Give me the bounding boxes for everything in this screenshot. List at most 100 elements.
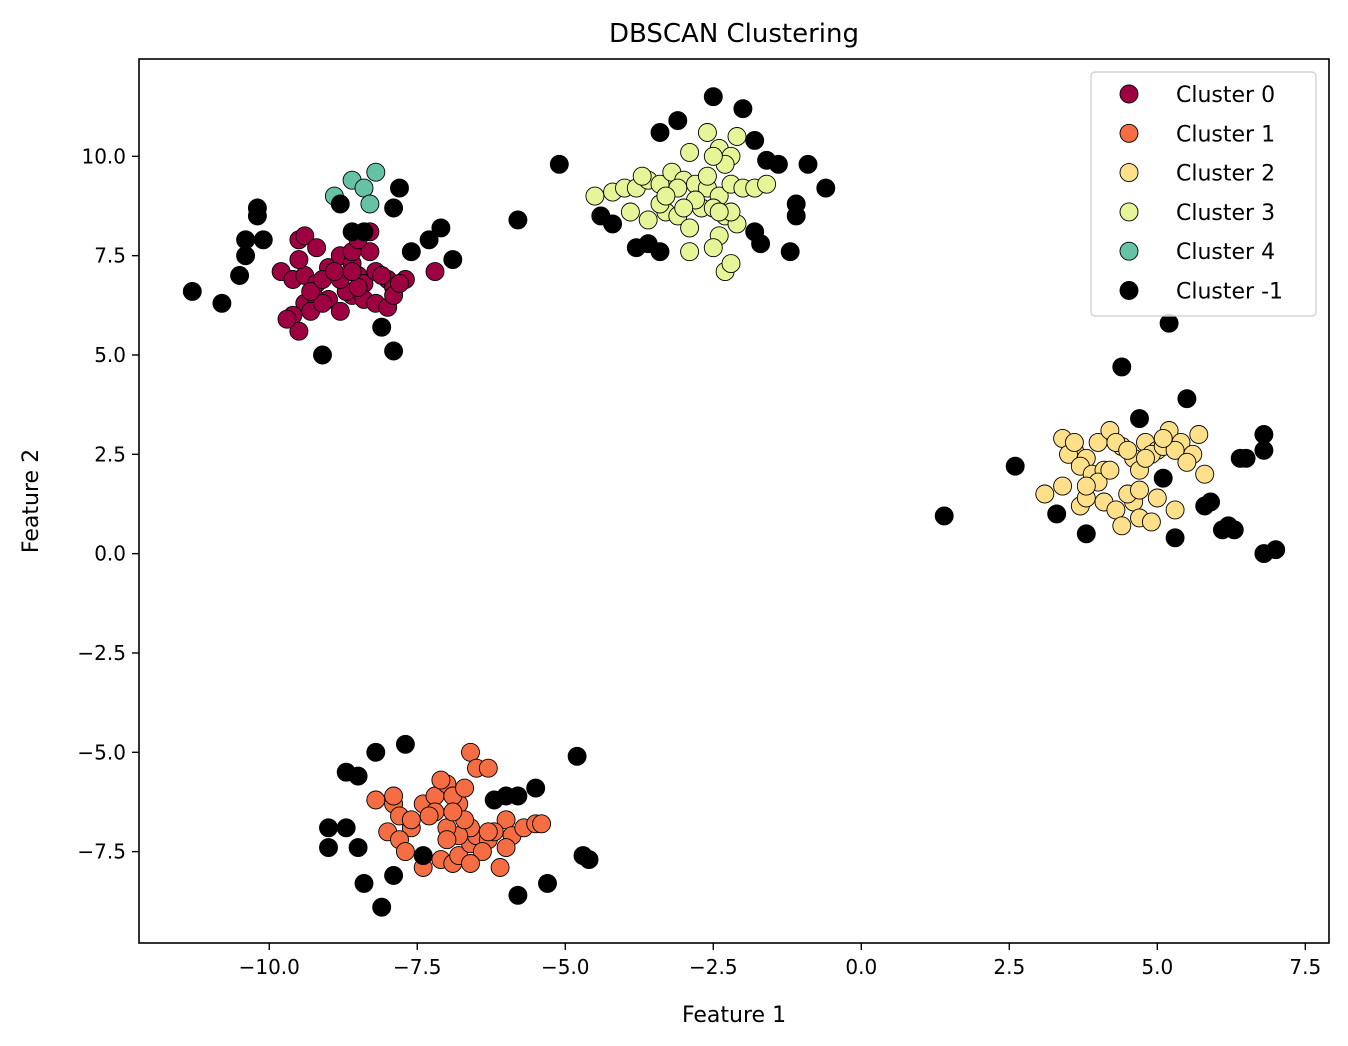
data-point [638, 210, 658, 230]
x-tick-label: 5.0 [1141, 955, 1173, 979]
data-point [674, 198, 694, 218]
y-axis-label: Feature 2 [19, 449, 44, 553]
legend-marker [1119, 163, 1139, 183]
data-point [1189, 425, 1209, 444]
data-point [1195, 464, 1215, 484]
x-tick-label: −5.0 [541, 955, 590, 979]
data-point [780, 242, 800, 262]
y-tick-label: −5.0 [77, 740, 126, 764]
data-point [585, 186, 605, 206]
y-tick-label: 7.5 [94, 244, 126, 268]
data-point [1165, 440, 1185, 460]
data-point [1224, 520, 1244, 540]
legend-label: Cluster 3 [1176, 201, 1275, 226]
data-point [656, 186, 676, 206]
legend-label: Cluster 0 [1176, 83, 1275, 108]
data-point [212, 293, 232, 313]
data-point [1005, 456, 1025, 476]
data-point [384, 786, 404, 806]
data-point [934, 506, 954, 526]
data-point [579, 850, 599, 870]
x-tick-label: 0.0 [845, 955, 877, 979]
legend: Cluster 0 Cluster 1 Cluster 2 Cluster 3 Clus… [1090, 71, 1317, 317]
data-point [526, 778, 546, 798]
x-tick-label: −2.5 [689, 955, 738, 979]
series-0 [271, 222, 445, 341]
series-1 [366, 742, 552, 877]
data-point [478, 758, 498, 778]
data-point [680, 142, 700, 162]
data-point [461, 854, 480, 873]
legend-label: Cluster 4 [1176, 240, 1275, 265]
data-point [680, 218, 700, 238]
data-point [727, 127, 747, 146]
series-4 [324, 162, 386, 214]
data-point [697, 123, 717, 142]
data-point [567, 746, 587, 766]
data-point [1035, 484, 1055, 504]
data-point [703, 87, 723, 107]
data-point [419, 806, 439, 826]
data-point [1112, 357, 1132, 377]
data-point [289, 250, 309, 270]
data-point [289, 321, 309, 341]
x-tick-label: −7.5 [393, 955, 442, 979]
data-point [603, 214, 623, 234]
data-point [366, 742, 386, 762]
data-point [324, 262, 344, 282]
data-point [390, 274, 409, 293]
legend-marker [1119, 241, 1139, 261]
data-point [366, 790, 386, 810]
data-point [354, 222, 374, 242]
data-point [650, 242, 670, 262]
data-point [508, 786, 528, 806]
x-axis-label: Feature 1 [682, 1003, 786, 1028]
data-point [709, 202, 729, 222]
data-point [372, 266, 392, 285]
y-tick-label: −7.5 [77, 840, 126, 864]
data-point [1076, 524, 1096, 544]
data-point [1100, 460, 1120, 480]
chart-title: DBSCAN Clustering [609, 19, 859, 49]
y-axis: −7.5 −5.0 −2.5 0.0 2.5 5.0 7.5 10.0 [77, 144, 139, 864]
data-point [443, 250, 463, 270]
data-point [348, 838, 368, 858]
points-layer [182, 87, 1286, 917]
data-point [395, 842, 415, 862]
data-point [1106, 500, 1126, 520]
data-point [1136, 448, 1155, 468]
data-point [348, 766, 368, 786]
data-point [1153, 428, 1173, 448]
data-point [508, 210, 528, 230]
y-tick-label: −2.5 [77, 641, 126, 665]
data-point [508, 885, 528, 905]
data-point [1254, 425, 1274, 444]
data-point [1130, 480, 1149, 500]
data-point [816, 178, 836, 198]
data-point [1141, 512, 1161, 532]
y-tick-label: 10.0 [81, 144, 126, 168]
data-point [443, 802, 463, 822]
series-3 [585, 123, 777, 282]
data-point [431, 770, 451, 790]
data-point [1177, 389, 1197, 409]
data-point [532, 814, 552, 834]
data-point [348, 277, 368, 297]
plot-area-frame [138, 58, 1330, 944]
data-point [680, 242, 700, 262]
data-point [751, 234, 771, 254]
y-tick-label: 5.0 [94, 343, 126, 367]
data-point [419, 230, 439, 250]
data-point [1153, 468, 1173, 488]
data-point [1236, 448, 1256, 468]
data-point [330, 301, 350, 321]
data-point [745, 130, 765, 150]
data-point [461, 742, 480, 762]
data-point [236, 246, 256, 266]
data-point [1177, 452, 1197, 472]
data-point [401, 242, 421, 262]
data-point [538, 873, 557, 893]
data-point [253, 230, 273, 250]
data-point [650, 123, 670, 142]
data-point [472, 842, 492, 862]
